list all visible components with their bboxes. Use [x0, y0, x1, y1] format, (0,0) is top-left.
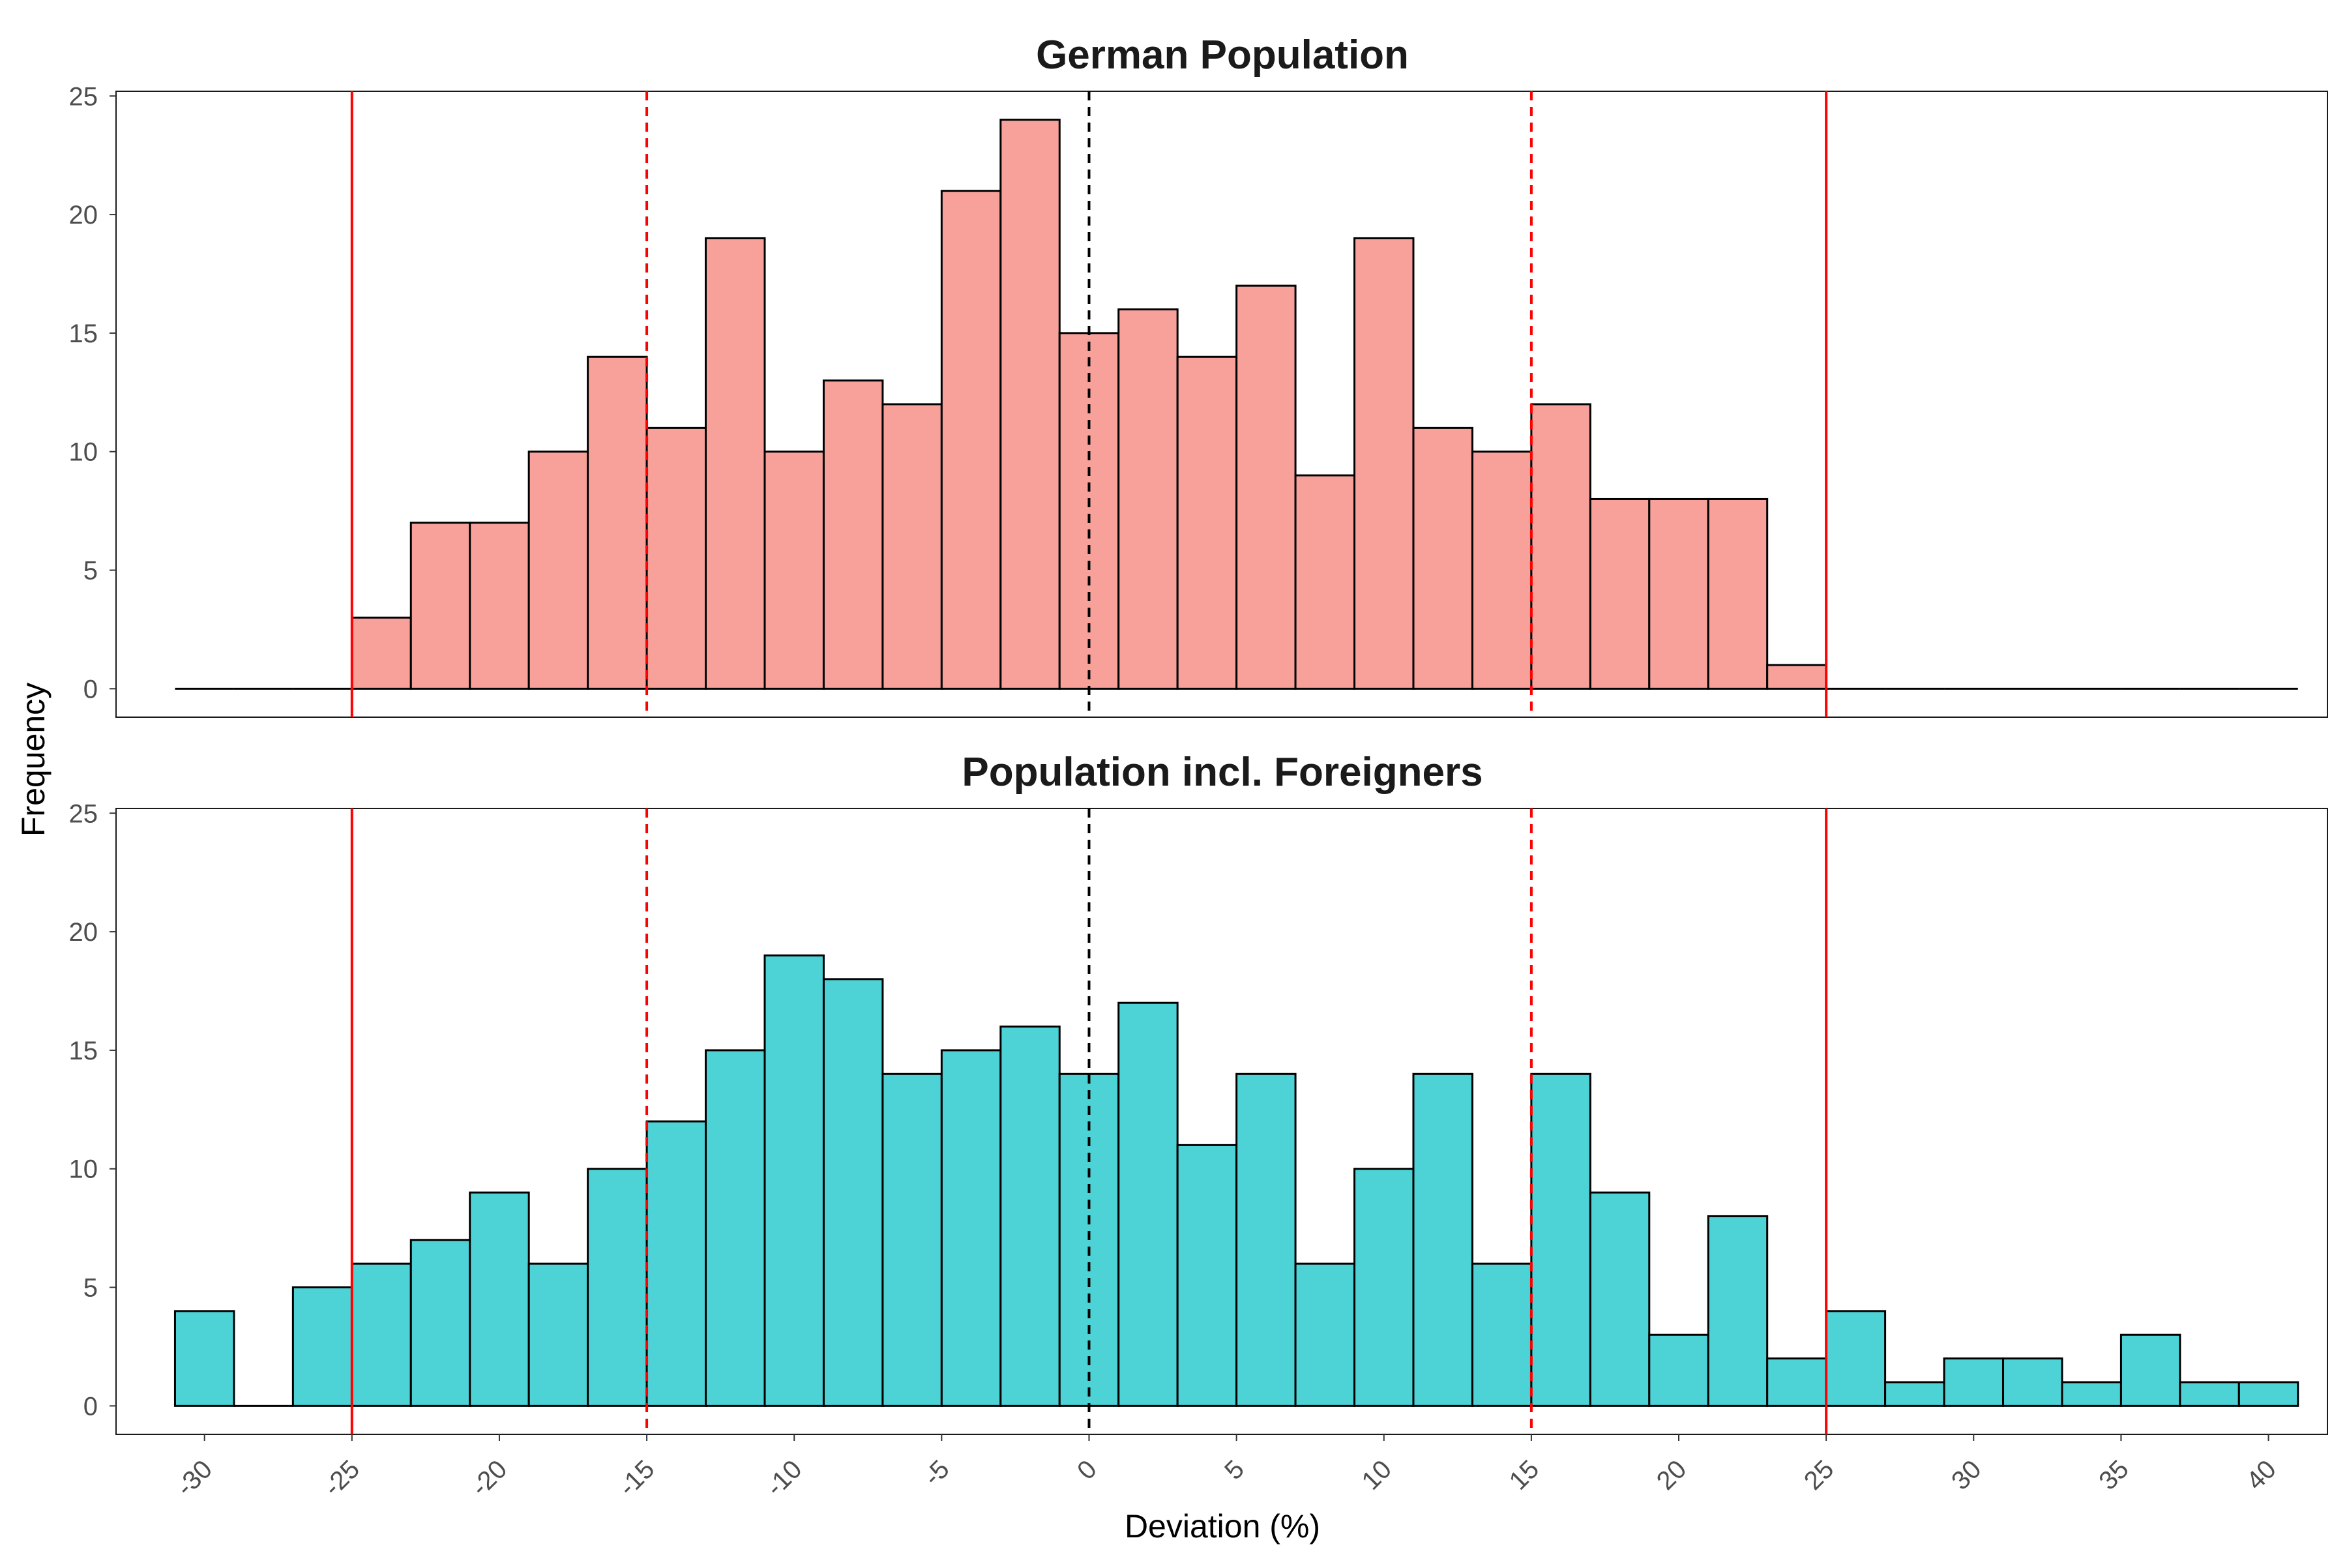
histogram-bar: [1766, 1357, 1827, 1407]
histogram-bar: [1235, 1072, 1297, 1407]
histogram-bar: [1294, 1262, 1356, 1407]
histogram-bar: [1648, 497, 1709, 690]
histogram-bar: [1412, 426, 1473, 690]
x-axis-title: Deviation (%): [1125, 1508, 1320, 1545]
histogram-bar: [469, 522, 530, 690]
histogram-bar: [1530, 403, 1591, 690]
histogram-bar: [1707, 1215, 1769, 1407]
x-tick-label: -20: [465, 1455, 512, 1501]
y-tick-label: 10: [69, 1155, 98, 1184]
histogram-bar: [351, 1262, 412, 1407]
y-axis-title: Frequency: [15, 683, 52, 836]
histogram-bar: [2061, 1381, 2122, 1407]
y-tick-label: 20: [69, 918, 98, 947]
x-axis: -30 -25 -20 -15 -10 -5 0 5 10 15 20 25 30 35 40: [171, 1434, 2282, 1501]
histogram-bar: [999, 1026, 1061, 1407]
x-tick-label: -10: [761, 1455, 808, 1501]
histogram-bar: [999, 119, 1061, 690]
histogram-bar: [2002, 1357, 2063, 1407]
histogram-bar: [822, 978, 884, 1407]
histogram-bar: [2237, 1381, 2299, 1407]
histogram-bar: [645, 426, 707, 690]
panel-border: [115, 91, 2328, 718]
panel-title: German Population: [1036, 33, 1409, 78]
y-tick-label: 20: [69, 201, 98, 229]
histogram-bar: [527, 1262, 589, 1407]
histogram-bar: [881, 403, 943, 690]
histogram-bar: [409, 522, 471, 690]
y-tick-label: 0: [83, 675, 98, 703]
histogram-bar: [469, 1191, 530, 1407]
histogram-bar: [1589, 497, 1651, 690]
x-tick-label: 40: [2241, 1455, 2282, 1496]
histogram-bar: [409, 1239, 471, 1407]
histogram-bar: [822, 379, 884, 690]
x-tick-label: -30: [171, 1455, 218, 1501]
histogram-bar: [1943, 1357, 2005, 1407]
y-tick-label: 25: [69, 799, 98, 828]
panel-title: Population incl. Foreigners: [962, 750, 1483, 795]
histogram-bar: [881, 1072, 943, 1407]
x-tick-label: 10: [1357, 1455, 1398, 1496]
histogram-bar: [940, 1049, 1002, 1407]
histogram-bar: [1117, 1001, 1179, 1407]
x-tick-label: 0: [1072, 1455, 1102, 1485]
histogram-bar: [1412, 1072, 1473, 1407]
histogram-bar: [1294, 474, 1356, 690]
y-tick-label: 25: [69, 82, 98, 111]
histogram-bar: [1707, 497, 1769, 690]
histogram-bar: [940, 190, 1002, 690]
histogram-bar: [1766, 664, 1827, 690]
histogram-bar: [1353, 1168, 1415, 1407]
y-tick-label: 10: [69, 438, 98, 467]
y-tick-label: 15: [69, 319, 98, 348]
histogram-bar: [1176, 355, 1238, 690]
y-tick-label: 5: [83, 557, 98, 585]
x-tick-label: 5: [1219, 1455, 1250, 1485]
histogram-bar: [2179, 1381, 2240, 1407]
panel-german-population: German Population 0 5 10 15 20 25: [69, 33, 2328, 718]
histogram-bar: [587, 1168, 648, 1407]
histogram-bar: [173, 1310, 235, 1407]
histogram-bar: [705, 1049, 766, 1407]
histogram-bar: [1235, 284, 1297, 690]
histogram-bar: [763, 451, 825, 690]
y-tick-label: 0: [83, 1392, 98, 1421]
x-tick-label: -5: [918, 1455, 954, 1491]
histogram-bar: [587, 355, 648, 690]
y-tick-label: 5: [83, 1274, 98, 1303]
histogram-bar: [1530, 1072, 1591, 1407]
x-tick-label: 25: [1799, 1455, 1840, 1496]
y-tick-label: 15: [69, 1037, 98, 1065]
x-tick-label: 30: [1946, 1455, 1987, 1496]
x-tick-label: 20: [1651, 1455, 1692, 1496]
histogram-bar: [2119, 1333, 2181, 1407]
histogram-bar: [527, 451, 589, 690]
histogram-bar: [763, 954, 825, 1407]
x-tick-label: -15: [613, 1455, 660, 1501]
histogram-bar: [1884, 1381, 1945, 1407]
histogram-bar: [1471, 1262, 1533, 1407]
histogram-bar: [291, 1286, 353, 1407]
histogram-bar: [1058, 332, 1120, 690]
histogram-bar: [1825, 1310, 1887, 1407]
histogram-bar: [1117, 308, 1179, 690]
histogram-bar: [1589, 1191, 1651, 1407]
histogram-bar: [1471, 451, 1533, 690]
histogram-bar: [705, 237, 766, 690]
histogram-bar: [1176, 1144, 1238, 1407]
histogram-bar: [1353, 237, 1415, 690]
panel-population-incl-foreigners: Population incl. Foreigners 0 5 10 15 20 25: [69, 750, 2328, 1435]
histogram-bar: [645, 1120, 707, 1407]
panel-border: [115, 808, 2328, 1435]
x-tick-label: 15: [1504, 1455, 1545, 1496]
x-tick-label: -25: [318, 1455, 365, 1501]
histogram-bar: [1648, 1333, 1709, 1407]
x-tick-label: 35: [2093, 1455, 2134, 1496]
histogram-bar: [351, 616, 412, 690]
